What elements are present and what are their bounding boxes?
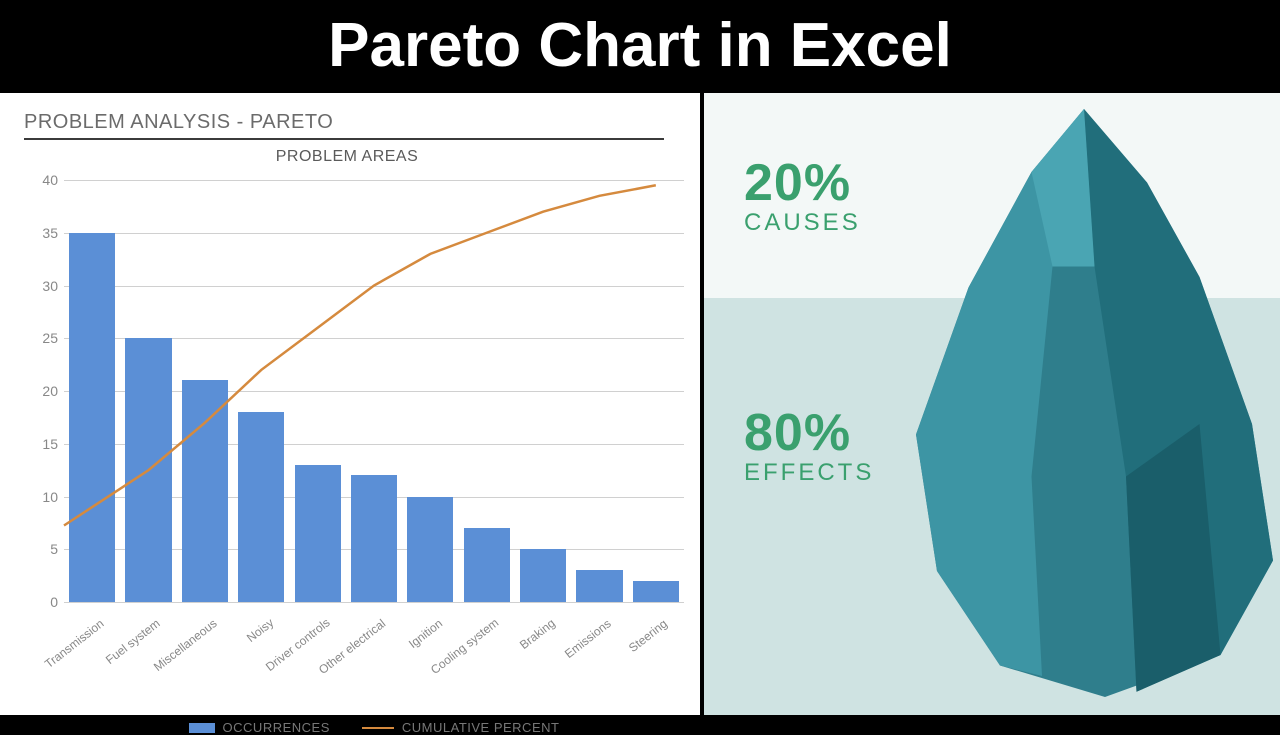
section-title: PROBLEM ANALYSIS - PARETO — [24, 111, 690, 134]
plot-area — [64, 180, 684, 602]
chart-legend: OCCURRENCES CUMULATIVE PERCENT — [64, 720, 684, 735]
content-row: PROBLEM ANALYSIS - PARETO PROBLEM AREAS … — [0, 93, 1280, 715]
causes-label: CAUSES — [744, 209, 861, 237]
y-tick-label: 40 — [24, 172, 58, 188]
cumulative-line — [64, 180, 684, 602]
y-tick-label: 0 — [24, 594, 58, 610]
pareto-chart: 0510152025303540 TransmissionFuel system… — [24, 172, 684, 602]
legend-swatch-line — [362, 727, 394, 729]
pareto-panel: PROBLEM ANALYSIS - PARETO PROBLEM AREAS … — [0, 93, 700, 715]
causes-block: 20% CAUSES — [744, 153, 861, 237]
x-tick-label: Transmission — [42, 616, 106, 671]
gridline — [64, 602, 684, 603]
y-tick-label: 20 — [24, 383, 58, 399]
section-underline — [24, 138, 664, 140]
y-tick-label: 25 — [24, 330, 58, 346]
legend-label: OCCURRENCES — [223, 720, 330, 735]
x-axis-labels: TransmissionFuel systemMiscellaneousNois… — [64, 616, 684, 706]
y-tick-label: 35 — [24, 225, 58, 241]
x-tick-label: Emissions — [562, 616, 614, 661]
iceberg-icon — [874, 93, 1280, 715]
x-tick-label: Steering — [626, 616, 670, 655]
y-tick-label: 10 — [24, 489, 58, 505]
page-title: Pareto Chart in Excel — [0, 10, 1280, 81]
cumulative-line-path — [64, 185, 656, 525]
effects-pct: 80% — [744, 403, 874, 463]
x-tick-label: Braking — [517, 616, 558, 652]
title-header: Pareto Chart in Excel — [0, 0, 1280, 93]
x-tick-label: Noisy — [244, 616, 276, 646]
legend-label: CUMULATIVE PERCENT — [402, 720, 560, 735]
iceberg-panel: 20% CAUSES 80% EFFECTS — [704, 93, 1280, 715]
chart-title: PROBLEM AREAS — [24, 148, 670, 166]
y-tick-label: 30 — [24, 278, 58, 294]
legend-swatch-bar — [189, 723, 215, 733]
legend-item: CUMULATIVE PERCENT — [362, 720, 560, 735]
iceberg-graphic — [874, 93, 1280, 715]
effects-block: 80% EFFECTS — [744, 403, 874, 487]
legend-item: OCCURRENCES — [189, 720, 330, 735]
y-tick-label: 15 — [24, 436, 58, 452]
y-tick-label: 5 — [24, 541, 58, 557]
causes-pct: 20% — [744, 153, 861, 213]
effects-label: EFFECTS — [744, 459, 874, 487]
x-tick-label: Ignition — [406, 616, 445, 651]
